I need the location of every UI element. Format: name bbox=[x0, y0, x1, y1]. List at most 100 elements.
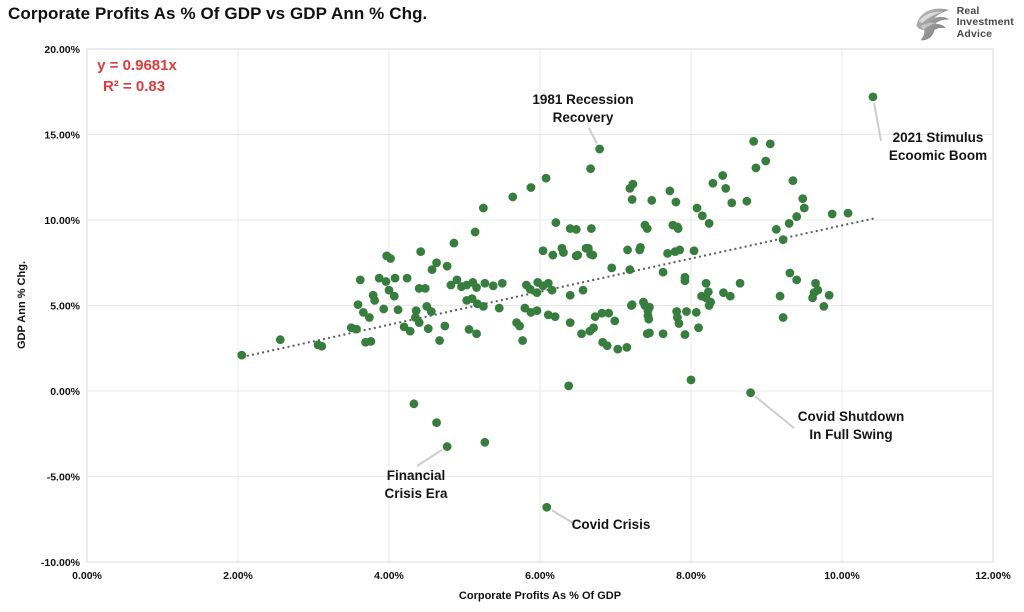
data-point bbox=[559, 248, 568, 257]
data-point bbox=[691, 307, 701, 317]
data-point bbox=[427, 265, 437, 274]
data-point bbox=[627, 195, 637, 204]
data-point bbox=[364, 313, 374, 322]
plot-border bbox=[86, 48, 994, 563]
data-point bbox=[414, 284, 424, 293]
brand-line-2: Investment bbox=[956, 16, 1014, 29]
annotation-label: Financial bbox=[387, 468, 446, 483]
data-point bbox=[538, 246, 548, 256]
data-point bbox=[393, 305, 403, 315]
data-point bbox=[472, 329, 481, 339]
data-point bbox=[470, 227, 480, 237]
data-point bbox=[798, 194, 808, 204]
plot-graphics: -10.00% -5.00% 0.00% 5.00% 10.00% 15.00% 20.00… bbox=[41, 44, 1012, 582]
data-point bbox=[590, 312, 600, 322]
data-point bbox=[694, 323, 703, 333]
data-point bbox=[352, 324, 361, 334]
data-point bbox=[355, 275, 365, 285]
data-point bbox=[494, 303, 504, 313]
data-point bbox=[442, 261, 452, 271]
data-point bbox=[370, 295, 380, 305]
data-point bbox=[708, 178, 718, 188]
data-point bbox=[237, 350, 247, 360]
brand-name: Real Investment Advice bbox=[956, 4, 1014, 41]
data-point bbox=[718, 171, 728, 180]
data-point bbox=[532, 288, 542, 298]
data-point bbox=[765, 139, 775, 149]
annotation-leader-line bbox=[551, 509, 576, 525]
data-point bbox=[550, 312, 560, 322]
x-axis-title: Corporate Profits As % Of GDP bbox=[459, 590, 621, 602]
data-point bbox=[409, 399, 419, 409]
data-point bbox=[746, 388, 756, 398]
data-point bbox=[788, 176, 798, 186]
x-tick-label: 0.00% bbox=[72, 570, 102, 582]
data-point bbox=[589, 323, 599, 333]
data-point bbox=[402, 273, 412, 283]
data-point bbox=[432, 418, 441, 428]
data-point bbox=[686, 375, 696, 385]
annotation-label: Covid Crisis bbox=[572, 517, 651, 532]
data-point bbox=[446, 280, 456, 290]
data-point bbox=[799, 203, 809, 213]
data-point bbox=[645, 302, 654, 312]
data-point bbox=[811, 278, 820, 288]
data-point bbox=[564, 381, 574, 391]
data-point bbox=[663, 248, 672, 258]
annotation-label: 1981 Recession bbox=[532, 92, 633, 107]
data-point bbox=[432, 258, 441, 268]
brand-logo: Real Investment Advice bbox=[910, 4, 1014, 42]
data-point bbox=[317, 341, 327, 351]
x-tick-label: 4.00% bbox=[374, 570, 404, 582]
data-point bbox=[389, 291, 399, 301]
trendline-equation: y = 0.9681x bbox=[97, 57, 177, 74]
data-point bbox=[586, 164, 595, 174]
x-tick-label: 2.00% bbox=[223, 570, 253, 582]
data-point bbox=[426, 307, 436, 316]
data-point bbox=[358, 307, 368, 317]
data-point bbox=[868, 92, 878, 102]
data-point bbox=[379, 304, 389, 314]
data-point bbox=[813, 285, 823, 295]
brand-line-3: Advice bbox=[956, 27, 993, 40]
data-point bbox=[543, 278, 553, 288]
eagle-icon bbox=[915, 8, 949, 41]
data-point bbox=[725, 291, 735, 301]
data-point bbox=[515, 321, 525, 331]
data-point bbox=[703, 287, 713, 297]
data-point bbox=[565, 290, 575, 300]
data-point bbox=[390, 273, 400, 283]
data-point bbox=[565, 318, 575, 327]
data-point bbox=[386, 254, 395, 263]
data-point bbox=[792, 275, 802, 285]
y-tick-label: 0.00% bbox=[50, 386, 80, 398]
data-point bbox=[819, 301, 829, 311]
data-point bbox=[508, 192, 518, 202]
data-point bbox=[778, 313, 788, 322]
data-point bbox=[735, 278, 745, 288]
data-point bbox=[658, 329, 668, 339]
data-point bbox=[674, 319, 684, 328]
data-point bbox=[642, 224, 652, 233]
x-tick-label: 12.00% bbox=[975, 570, 1011, 582]
brand-line-1: Real bbox=[956, 4, 980, 17]
annotation-leader-line bbox=[873, 102, 882, 142]
x-tick-label: 8.00% bbox=[676, 570, 706, 582]
data-point bbox=[671, 197, 681, 207]
data-point bbox=[525, 284, 535, 294]
y-tick-label: -5.00% bbox=[47, 472, 81, 484]
data-point bbox=[778, 235, 788, 245]
data-point bbox=[405, 326, 415, 336]
data-point bbox=[607, 263, 617, 273]
trendline-r-squared: R² = 0.83 bbox=[103, 78, 165, 95]
annotation-leader-line bbox=[416, 448, 443, 467]
data-point bbox=[532, 306, 542, 316]
data-point bbox=[644, 314, 654, 324]
x-tick-label: 6.00% bbox=[525, 570, 555, 582]
data-point bbox=[478, 203, 488, 213]
data-point bbox=[518, 336, 528, 345]
data-point bbox=[604, 308, 614, 318]
data-point bbox=[636, 242, 645, 252]
data-point bbox=[571, 225, 581, 234]
